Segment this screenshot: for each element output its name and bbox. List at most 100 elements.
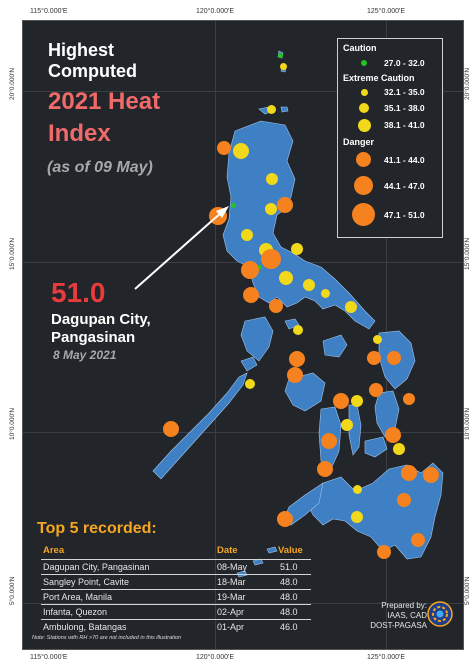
footnote: Note: Stations with RH >70 are not inclu… (32, 635, 182, 641)
station-marker (267, 105, 276, 114)
top5-row-value: 48.0 (280, 592, 298, 602)
station-marker (265, 203, 277, 215)
island-bohol (364, 436, 388, 458)
station-marker (245, 379, 255, 389)
station-marker (231, 203, 236, 208)
station-marker (266, 173, 278, 185)
station-marker (261, 249, 281, 269)
title-line2: Computed (48, 61, 137, 81)
y-tick-left-5: 5°0.000'N (9, 576, 16, 605)
graticule-120e (215, 21, 216, 649)
island-masbate (322, 334, 348, 358)
station-marker (369, 383, 383, 397)
graticule-20n (23, 91, 463, 92)
station-marker (397, 493, 411, 507)
title-line3: 2021 Heat (48, 88, 161, 115)
station-marker (393, 443, 405, 455)
top5-row-date: 18-Mar (217, 577, 246, 587)
top5-row-rule (41, 619, 311, 620)
station-marker (289, 351, 305, 367)
graticule-10n (23, 432, 463, 433)
top5-row-rule (41, 604, 311, 605)
station-marker (345, 301, 357, 313)
station-marker (278, 53, 283, 58)
station-marker (243, 287, 259, 303)
station-marker (321, 289, 330, 298)
station-marker (387, 351, 401, 365)
station-marker (367, 351, 381, 365)
x-tick-top-125: 125°0.000'E (367, 8, 406, 15)
station-markers (23, 21, 463, 649)
station-marker (351, 511, 363, 523)
station-marker (280, 63, 287, 70)
legend-extreme-label-1: 32.1 - 35.0 (384, 87, 425, 97)
legend-extreme-swatch-3 (358, 119, 371, 132)
station-marker (385, 427, 401, 443)
top5-row-date: 08-May (217, 562, 248, 572)
station-marker (257, 265, 262, 270)
station-marker (321, 433, 337, 449)
title-subtitle: (as of 09 May) (47, 159, 153, 176)
top5-row-value: 51.0 (280, 562, 298, 572)
station-marker (291, 243, 303, 255)
top5-header-area: Area (43, 545, 65, 556)
station-marker (233, 143, 249, 159)
legend-danger-swatch-1 (356, 152, 371, 167)
top5-row-date: 02-Apr (217, 607, 245, 617)
legend-caution-title: Caution (343, 43, 377, 53)
x-tick-bottom-115: 115°0.000'E (30, 654, 68, 661)
title-line4: Index (48, 120, 111, 147)
station-marker (293, 325, 303, 335)
legend-danger-title: Danger (343, 137, 375, 147)
legend-caution-label: 27.0 - 32.0 (384, 58, 425, 68)
island-mindoro (240, 316, 274, 362)
top5-row-area: Port Area, Manila (43, 592, 113, 602)
top5-row-area: Sangley Point, Cavite (43, 577, 130, 587)
station-marker (279, 271, 293, 285)
station-marker (241, 261, 259, 279)
top5-row-value: 48.0 (280, 577, 298, 587)
station-marker (303, 279, 315, 291)
station-marker (423, 467, 439, 483)
y-tick-right-10: 10°0.000'N (464, 407, 471, 440)
island-palawan (152, 372, 248, 480)
station-marker (377, 545, 391, 559)
legend-extreme-swatch-2 (359, 103, 369, 113)
station-marker (411, 533, 425, 547)
top5-header-value: Value (278, 545, 303, 556)
station-marker (333, 393, 349, 409)
top5-row-rule (41, 574, 311, 575)
legend-extreme-label-2: 35.1 - 38.0 (384, 103, 425, 113)
island-calamian (240, 356, 258, 372)
map-frame: Highest Computed 2021 Heat Index (as of … (22, 20, 464, 650)
credits-line2: IAAS, CAD (387, 611, 427, 620)
legend-danger-label-3: 47.1 - 51.0 (384, 210, 425, 220)
legend-danger-label-1: 41.1 - 44.0 (384, 155, 425, 165)
title-line1: Highest (48, 40, 115, 60)
y-tick-right-15: 15°0.000'N (464, 237, 471, 270)
top5-header-date: Date (217, 545, 238, 556)
top5-row-area: Ambulong, Batangas (43, 622, 127, 632)
station-marker (287, 367, 303, 383)
legend-caution-swatch (361, 60, 367, 66)
top5-row-area: Infanta, Quezon (43, 607, 108, 617)
y-tick-right-20: 20°0.000'N (464, 67, 471, 100)
x-tick-bottom-120: 120°0.000'E (196, 654, 235, 661)
pagasa-logo-icon (427, 601, 453, 627)
station-marker (269, 299, 283, 313)
station-marker (401, 465, 417, 481)
credits-line3: DOST-PAGASA (370, 621, 427, 630)
station-marker (341, 419, 353, 431)
x-tick-top-120: 120°0.000'E (196, 8, 235, 15)
top5-title: Top 5 recorded: (37, 520, 157, 537)
legend-danger-swatch-3 (352, 203, 375, 226)
credits-line1: Prepared by: (381, 601, 427, 610)
legend-extreme-label-3: 38.1 - 41.0 (384, 120, 425, 130)
top5-header-rule (41, 559, 311, 560)
y-tick-left-10: 10°0.000'N (9, 407, 16, 440)
island-mindanao (304, 462, 444, 560)
x-tick-top-115: 115°0.000'E (30, 8, 68, 15)
station-marker (217, 141, 231, 155)
map-legend: Caution 27.0 - 32.0 Extreme Caution 32.1… (337, 38, 443, 238)
station-marker (277, 197, 293, 213)
